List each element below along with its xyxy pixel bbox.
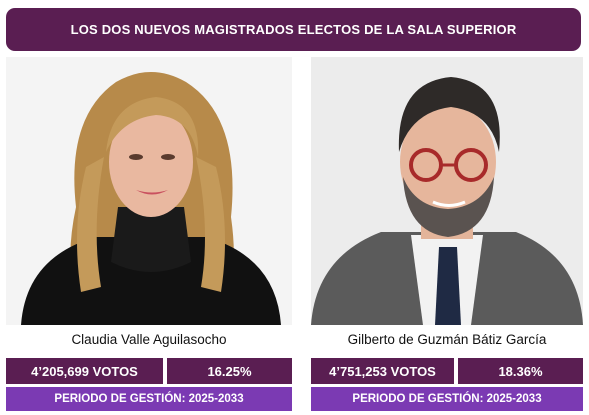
percent-2: 18.36%: [458, 358, 583, 384]
period-1: PERIODO DE GESTIÓN: 2025-2033: [6, 387, 292, 411]
candidate-name-1: Claudia Valle Aguilasocho: [71, 332, 227, 347]
period-2: PERIODO DE GESTIÓN: 2025-2033: [311, 387, 583, 411]
votes-1: 4’205,699 VOTOS: [6, 358, 163, 384]
percent-1: 16.25%: [167, 358, 292, 384]
candidate-name-2: Gilberto de Guzmán Bátiz García: [347, 332, 547, 347]
banner-title: LOS DOS NUEVOS MAGISTRADOS ELECTOS DE LA…: [6, 8, 581, 51]
candidate-photo-claudia: [6, 57, 292, 325]
votes-2: 4’751,253 VOTOS: [311, 358, 454, 384]
candidate-photo-gilberto: [311, 57, 583, 325]
